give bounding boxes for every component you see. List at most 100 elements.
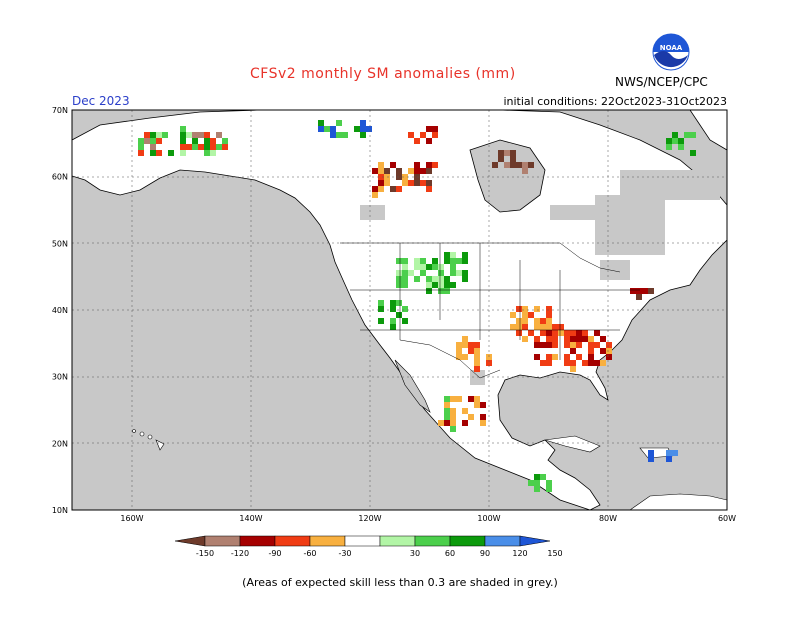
anomaly-cell: [474, 396, 480, 402]
anomaly-cell: [456, 348, 462, 354]
anomaly-cell: [408, 270, 414, 276]
anomaly-cell: [552, 354, 558, 360]
anomaly-cell: [150, 144, 156, 150]
lon-label: 100W: [477, 514, 500, 523]
anomaly-cell: [540, 324, 546, 330]
noaa-logo: NOAA: [652, 33, 690, 71]
anomaly-cell: [192, 132, 198, 138]
anomaly-cell: [546, 324, 552, 330]
anomaly-cell: [462, 276, 468, 282]
anomaly-cell: [438, 288, 444, 294]
anomaly-cell: [522, 162, 528, 168]
anomaly-cell: [192, 144, 198, 150]
anomaly-cell: [450, 420, 456, 426]
anomaly-cell: [432, 258, 438, 264]
anomaly-cell: [444, 420, 450, 426]
anomaly-cell: [456, 342, 462, 348]
anomaly-cell: [180, 132, 186, 138]
anomaly-cell: [390, 300, 396, 306]
anomaly-cell: [534, 318, 540, 324]
anomaly-cell: [672, 132, 678, 138]
anomaly-cell: [426, 138, 432, 144]
anomaly-cell: [534, 354, 540, 360]
anomaly-cell: [636, 288, 642, 294]
anomaly-cell: [360, 132, 366, 138]
anomaly-cell: [198, 144, 204, 150]
lat-label: 60N: [52, 173, 68, 182]
anomaly-cell: [456, 258, 462, 264]
anomaly-cell: [564, 342, 570, 348]
anomaly-cell: [336, 132, 342, 138]
anomaly-cell: [534, 480, 540, 486]
anomaly-cell: [666, 144, 672, 150]
anomaly-cell: [546, 336, 552, 342]
anomaly-cell: [552, 336, 558, 342]
anomaly-cell: [444, 414, 450, 420]
anomaly-cell: [594, 330, 600, 336]
anomaly-cell: [186, 144, 192, 150]
anomaly-cell: [342, 132, 348, 138]
anomaly-cell: [420, 258, 426, 264]
anomaly-cell: [474, 342, 480, 348]
anomaly-cell: [600, 360, 606, 366]
anomaly-cell: [516, 324, 522, 330]
anomaly-cell: [540, 360, 546, 366]
anomaly-cell: [576, 342, 582, 348]
anomaly-cell: [162, 132, 168, 138]
anomaly-cell: [396, 270, 402, 276]
anomaly-cell: [450, 426, 456, 432]
anomaly-cell: [378, 162, 384, 168]
anomaly-cell: [492, 162, 498, 168]
anomaly-cell: [582, 336, 588, 342]
anomaly-cell: [384, 180, 390, 186]
anomaly-cell: [408, 180, 414, 186]
anomaly-cell: [552, 342, 558, 348]
anomaly-cell: [192, 138, 198, 144]
anomaly-cell: [378, 186, 384, 192]
anomaly-cell: [546, 330, 552, 336]
anomaly-cell: [414, 138, 420, 144]
anomaly-cell: [582, 360, 588, 366]
anomaly-cell: [498, 150, 504, 156]
anomaly-cell: [498, 156, 504, 162]
anomaly-cell: [606, 348, 612, 354]
anomaly-cell: [390, 324, 396, 330]
lat-label: 70N: [52, 106, 68, 115]
anomaly-cell: [372, 192, 378, 198]
anomaly-cell: [426, 282, 432, 288]
anomaly-cell: [558, 324, 564, 330]
anomaly-cell: [420, 264, 426, 270]
anomaly-cell: [528, 312, 534, 318]
anomaly-cell: [480, 414, 486, 420]
anomaly-cell: [546, 480, 552, 486]
anomaly-cell: [186, 132, 192, 138]
anomaly-cell: [204, 138, 210, 144]
anomaly-cell: [378, 300, 384, 306]
anomaly-cell: [690, 132, 696, 138]
anomaly-cell: [678, 144, 684, 150]
anomaly-cell: [324, 126, 330, 132]
anomaly-cell: [582, 330, 588, 336]
anomaly-cell: [354, 126, 360, 132]
anomaly-cell: [588, 348, 594, 354]
anomaly-cell: [438, 264, 444, 270]
anomaly-cell: [414, 180, 420, 186]
anomaly-cell: [516, 318, 522, 324]
anomaly-cell: [402, 318, 408, 324]
anomaly-cell: [474, 366, 480, 372]
anomaly-cell: [570, 348, 576, 354]
anomaly-cell: [642, 288, 648, 294]
anomaly-cell: [546, 342, 552, 348]
anomaly-cell: [546, 354, 552, 360]
anomaly-cell: [222, 144, 228, 150]
anomaly-cell: [510, 324, 516, 330]
anomaly-cell: [630, 288, 636, 294]
anomaly-cell: [444, 252, 450, 258]
anomaly-cell: [444, 282, 450, 288]
longitude-labels: 160W 140W 120W 100W 80W 60W: [120, 514, 736, 523]
anomaly-cell: [564, 354, 570, 360]
anomaly-cell: [480, 420, 486, 426]
anomaly-cell: [378, 306, 384, 312]
anomaly-cell: [156, 132, 162, 138]
anomaly-cell: [414, 276, 420, 282]
